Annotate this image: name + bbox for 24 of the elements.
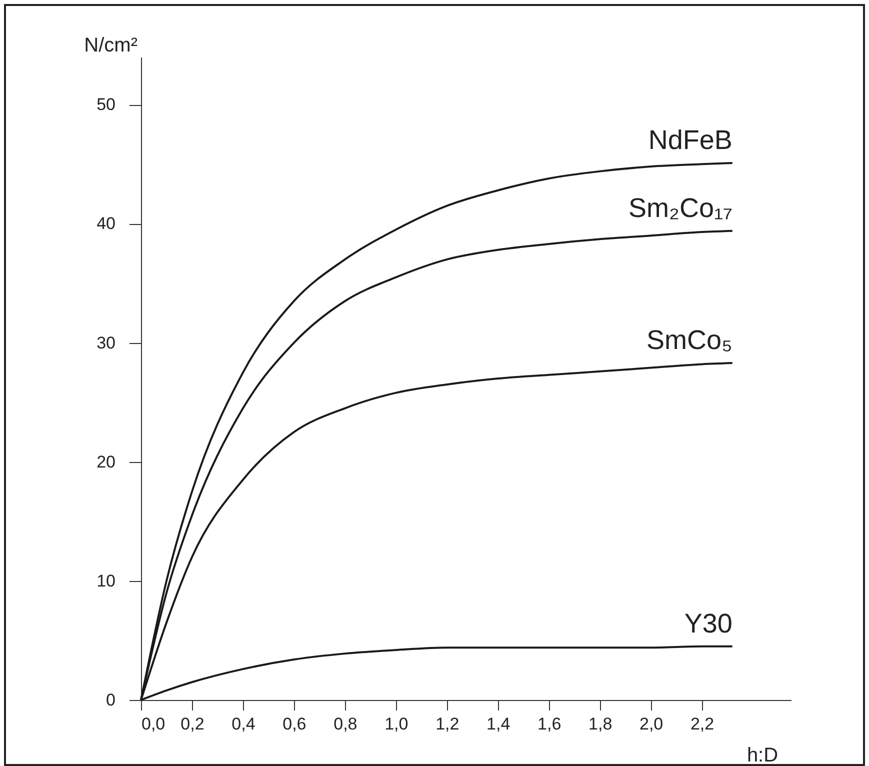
series-label: Y30 — [684, 608, 732, 638]
series-label: SmCo₅ — [646, 325, 732, 356]
y-tick-label: 50 — [96, 95, 116, 114]
x-tick-label: 0,4 — [232, 714, 256, 734]
x-axis-title: h:D — [746, 744, 778, 766]
y-tick-label: 10 — [96, 571, 116, 590]
y-axis-title: N/cm² — [84, 34, 138, 56]
series-label: Sm₂Co₁₇ — [628, 192, 732, 223]
x-tick-label: 2,2 — [690, 714, 714, 734]
y-tick-label: 30 — [96, 333, 116, 352]
x-tick-label: 0,8 — [334, 714, 358, 734]
x-tick-label: 0,2 — [180, 714, 204, 734]
y-tick-label: 40 — [96, 214, 116, 234]
x-tick-label: 0,6 — [282, 714, 306, 734]
x-tick-label: 2,0 — [639, 714, 664, 734]
series-label: NdFeB — [648, 124, 732, 155]
x-tick-label: 1,2 — [436, 714, 460, 734]
x-tick-label: 1,6 — [538, 714, 562, 734]
x-tick-label: 0,0 — [142, 714, 166, 734]
y-tick-label: 0 — [106, 690, 116, 710]
y-tick-label: 20 — [96, 452, 116, 472]
x-tick-label: 1,0 — [384, 714, 408, 734]
x-tick-label: 1,8 — [588, 714, 612, 734]
x-tick-label: 1,4 — [486, 714, 510, 734]
